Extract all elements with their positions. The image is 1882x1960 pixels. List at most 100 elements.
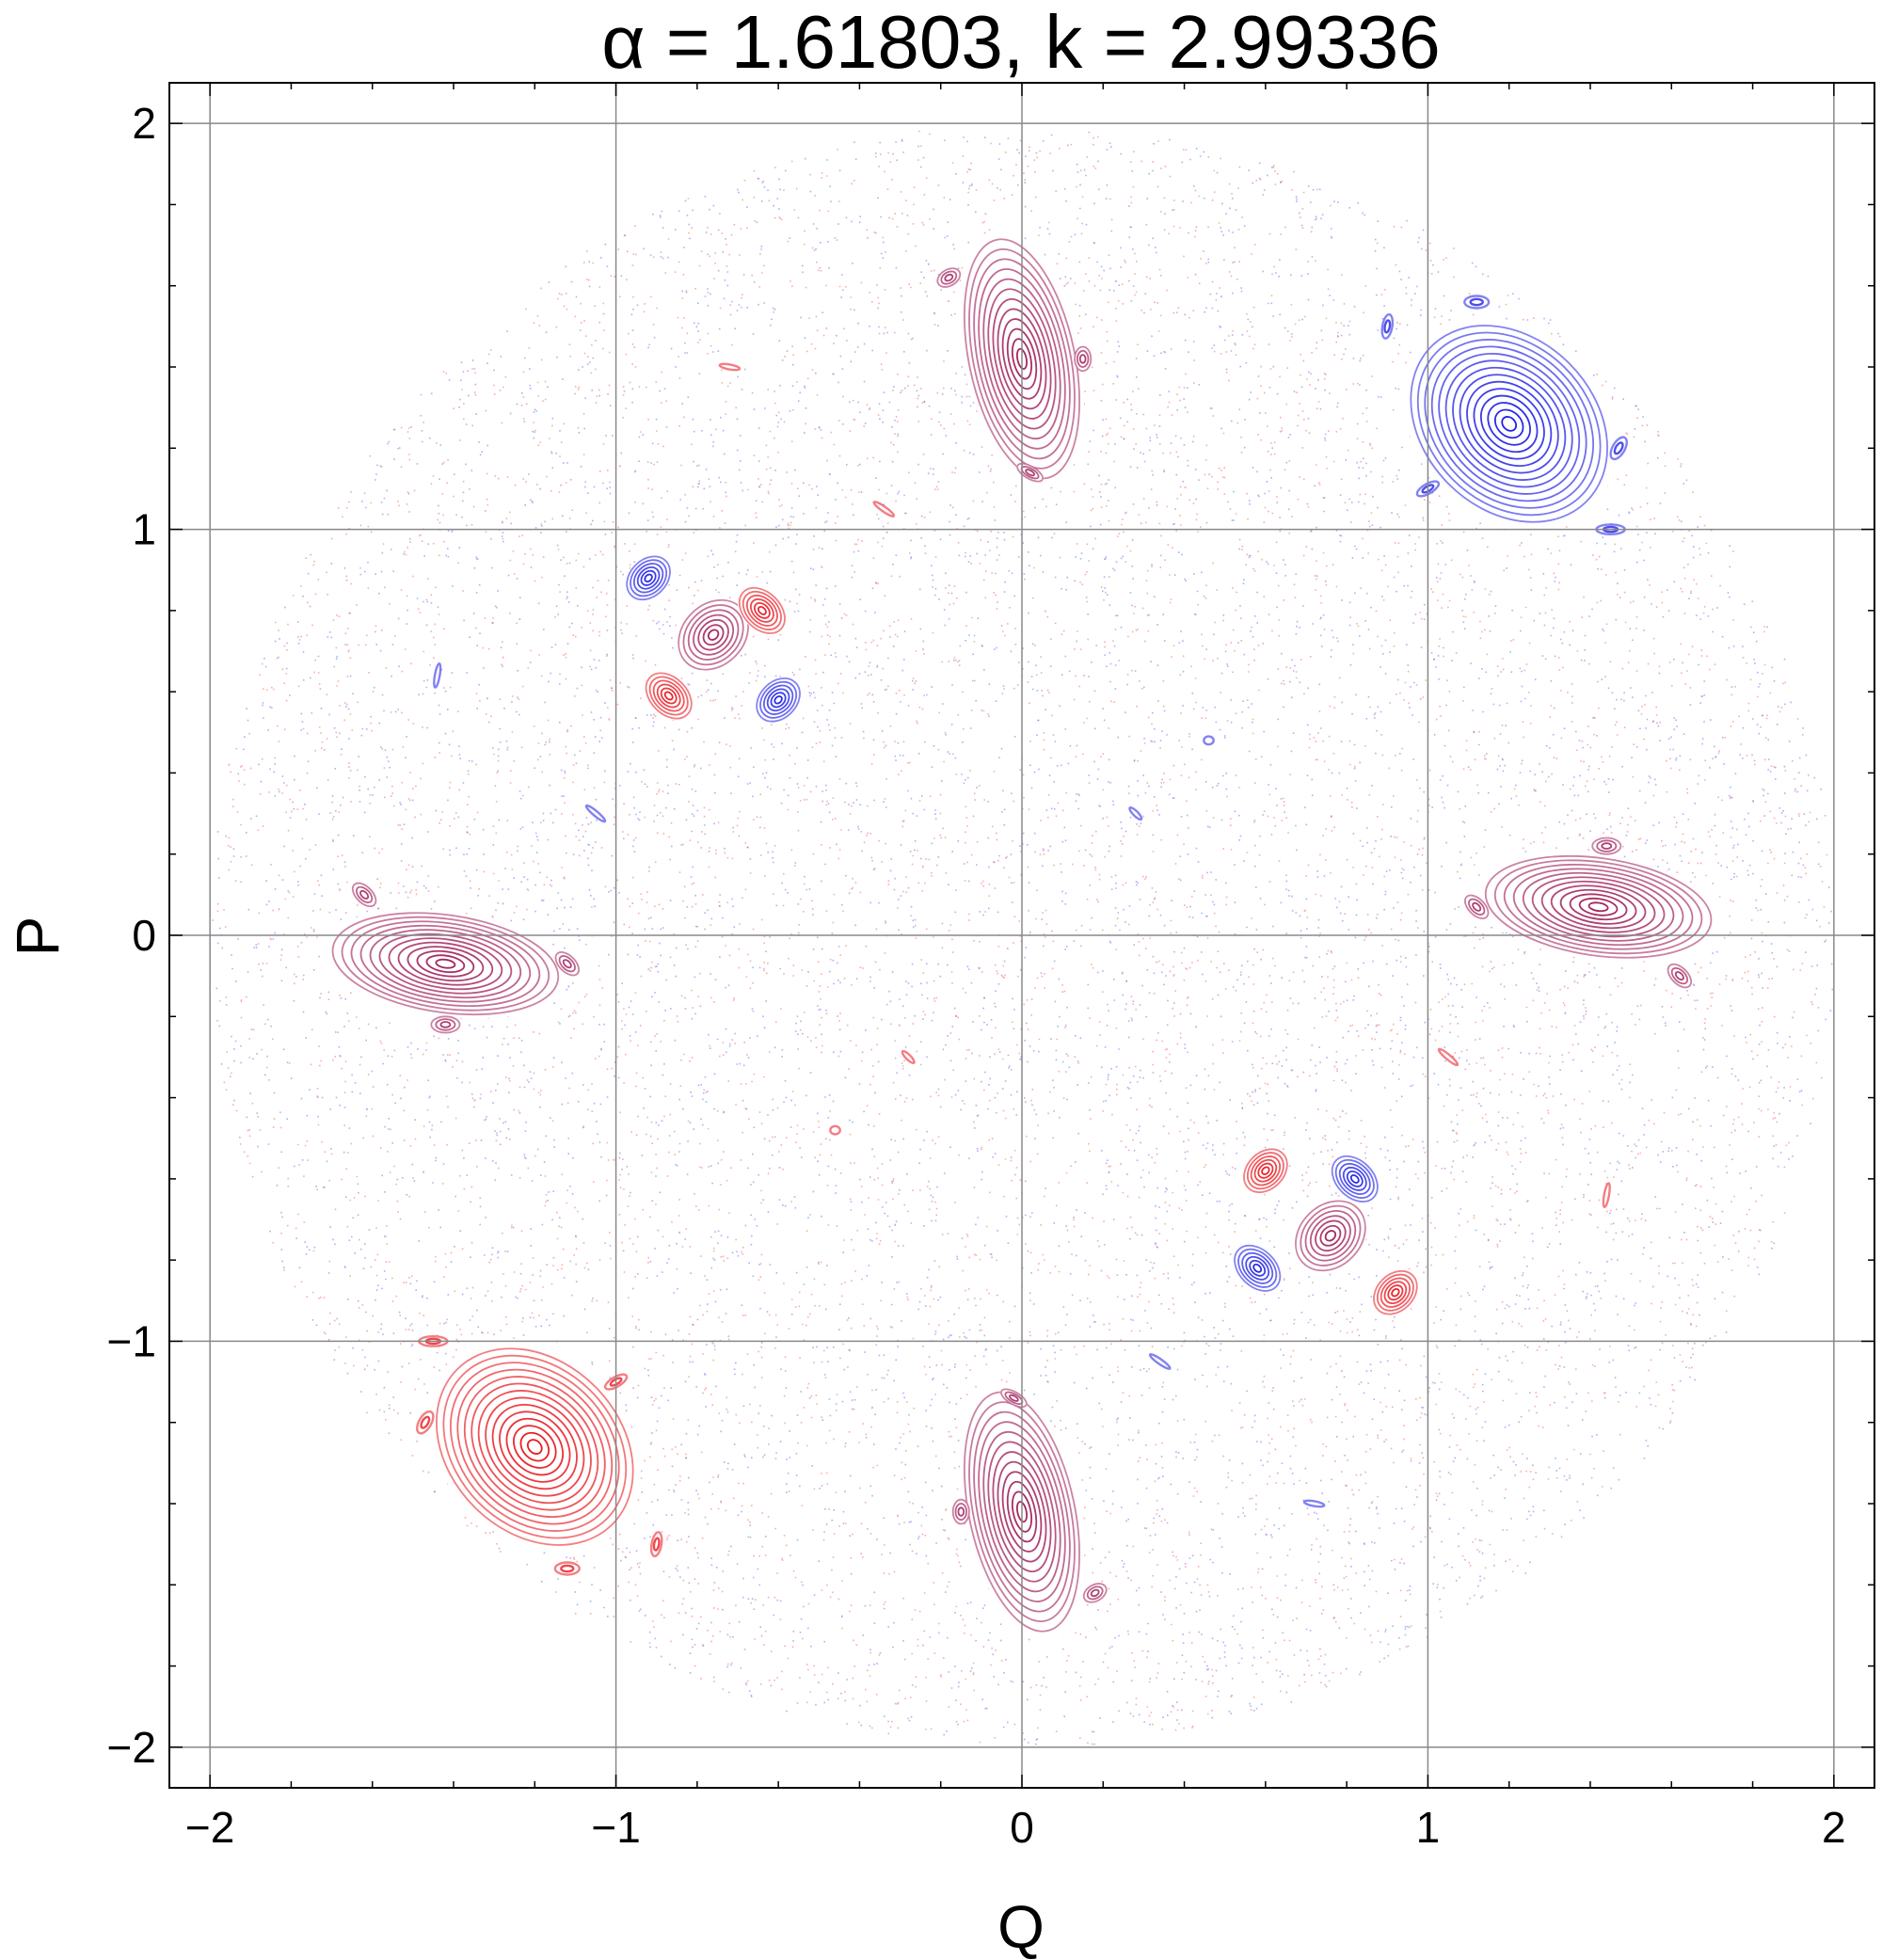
invariant-curve xyxy=(745,594,778,627)
invariant-curve xyxy=(645,672,693,720)
invariant-curve xyxy=(829,1124,841,1136)
invariant-curve xyxy=(1373,1269,1418,1315)
invariant-curve xyxy=(416,1410,435,1435)
invariant-curve xyxy=(1257,1162,1274,1179)
island-7 xyxy=(676,597,751,673)
invariant-curve xyxy=(470,1382,599,1511)
invariant-curve xyxy=(1025,469,1035,477)
invariant-curve xyxy=(753,601,771,619)
invariant-curve xyxy=(416,949,475,978)
y-tick-label: 1 xyxy=(132,505,156,554)
invariant-curve xyxy=(707,629,720,641)
invariant-curve xyxy=(1309,1215,1351,1257)
invariant-curve xyxy=(1596,839,1618,853)
island-17 xyxy=(936,267,962,288)
island-halo xyxy=(999,1388,1028,1408)
invariant-curve xyxy=(1074,345,1093,373)
invariant-curve xyxy=(1331,1155,1379,1203)
invariant-curve xyxy=(558,955,576,973)
island-halo xyxy=(1074,345,1092,373)
x-tick-label: −2 xyxy=(185,1803,234,1852)
invariant-curve xyxy=(997,308,1047,410)
island-halo xyxy=(1609,436,1628,460)
invariant-curve xyxy=(1246,1152,1284,1190)
island-halo xyxy=(1463,295,1491,309)
island-21 xyxy=(951,1498,970,1525)
invariant-curve xyxy=(1249,1259,1267,1277)
invariant-curve xyxy=(359,924,532,1003)
invariant-curve xyxy=(1334,1158,1375,1199)
y-tick-label: 0 xyxy=(132,911,156,960)
y-tick-label: −1 xyxy=(107,1316,156,1365)
invariant-curve xyxy=(1304,1210,1357,1262)
island-16 xyxy=(1233,1243,1283,1293)
island-43 xyxy=(584,804,607,823)
invariant-curve xyxy=(1346,1170,1364,1187)
invariant-curve xyxy=(1237,1248,1278,1288)
invariant-curve xyxy=(1006,1480,1038,1543)
island-halo xyxy=(323,908,567,1019)
island-24 xyxy=(1463,894,1490,920)
invariant-curve xyxy=(1324,1230,1337,1242)
invariant-curve xyxy=(435,1018,456,1031)
x-axis-label: Q xyxy=(997,1893,1045,1960)
invariant-curve xyxy=(1410,325,1608,523)
grid-lines xyxy=(169,83,1874,1788)
island-49 xyxy=(1302,1499,1326,1508)
invariant-curve xyxy=(1011,338,1033,380)
invariant-curve xyxy=(702,624,725,646)
invariant-curve xyxy=(1261,1166,1270,1175)
invariant-curve xyxy=(1148,1353,1172,1370)
regular-islands xyxy=(323,230,1721,1641)
island-halo xyxy=(1149,1353,1172,1370)
island-25 xyxy=(1667,963,1693,989)
invariant-curve xyxy=(1315,1219,1347,1252)
x-tick-label: −1 xyxy=(591,1803,640,1852)
invariant-curve xyxy=(430,1015,461,1034)
invariant-curve xyxy=(1319,1224,1342,1247)
invariant-curve xyxy=(1245,1255,1270,1281)
invariant-curve xyxy=(660,687,678,705)
y-tick-label: 2 xyxy=(132,99,156,148)
invariant-curve xyxy=(1001,1471,1043,1553)
invariant-curve xyxy=(553,1561,581,1576)
invariant-curve xyxy=(1591,837,1622,855)
invariant-curve xyxy=(770,692,787,709)
island-20 xyxy=(1082,1583,1108,1603)
invariant-curve xyxy=(982,278,1061,440)
island-4 xyxy=(323,908,567,1019)
invariant-curve xyxy=(1503,863,1694,950)
invariant-curve xyxy=(1587,901,1609,913)
invariant-curve xyxy=(982,1430,1061,1593)
island-3 xyxy=(1476,852,1721,963)
invariant-curve xyxy=(636,566,661,590)
x-tick-label: 1 xyxy=(1416,1803,1441,1852)
invariant-curve xyxy=(738,586,786,634)
invariant-curve xyxy=(355,885,374,904)
invariant-curve xyxy=(439,1021,452,1028)
invariant-curve xyxy=(1452,366,1567,481)
island-44 xyxy=(433,661,442,689)
invariant-curve xyxy=(978,1421,1066,1602)
island-9 xyxy=(755,677,802,724)
invariant-curve xyxy=(1011,1490,1033,1533)
invariant-curve xyxy=(1203,735,1215,746)
island-29 xyxy=(1380,312,1395,340)
y-axis-label: P xyxy=(4,916,72,957)
invariant-curve xyxy=(436,1347,634,1546)
invariant-curve xyxy=(1234,1244,1282,1292)
invariant-curve xyxy=(1468,898,1486,916)
chart-title: α = 1.61803, k = 2.99336 xyxy=(601,0,1440,84)
invariant-curve xyxy=(554,951,580,977)
invariant-curve xyxy=(1000,1388,1028,1409)
invariant-curve xyxy=(762,684,794,715)
island-halo xyxy=(585,805,606,822)
island-23 xyxy=(1591,837,1622,855)
invariant-curve xyxy=(1667,963,1693,989)
island-halo xyxy=(428,1340,641,1554)
invariant-curve xyxy=(742,590,782,630)
invariant-curve xyxy=(1415,480,1441,498)
island-45 xyxy=(1437,1047,1459,1067)
island-halo xyxy=(1303,1500,1326,1507)
invariant-curve xyxy=(1295,1200,1366,1272)
